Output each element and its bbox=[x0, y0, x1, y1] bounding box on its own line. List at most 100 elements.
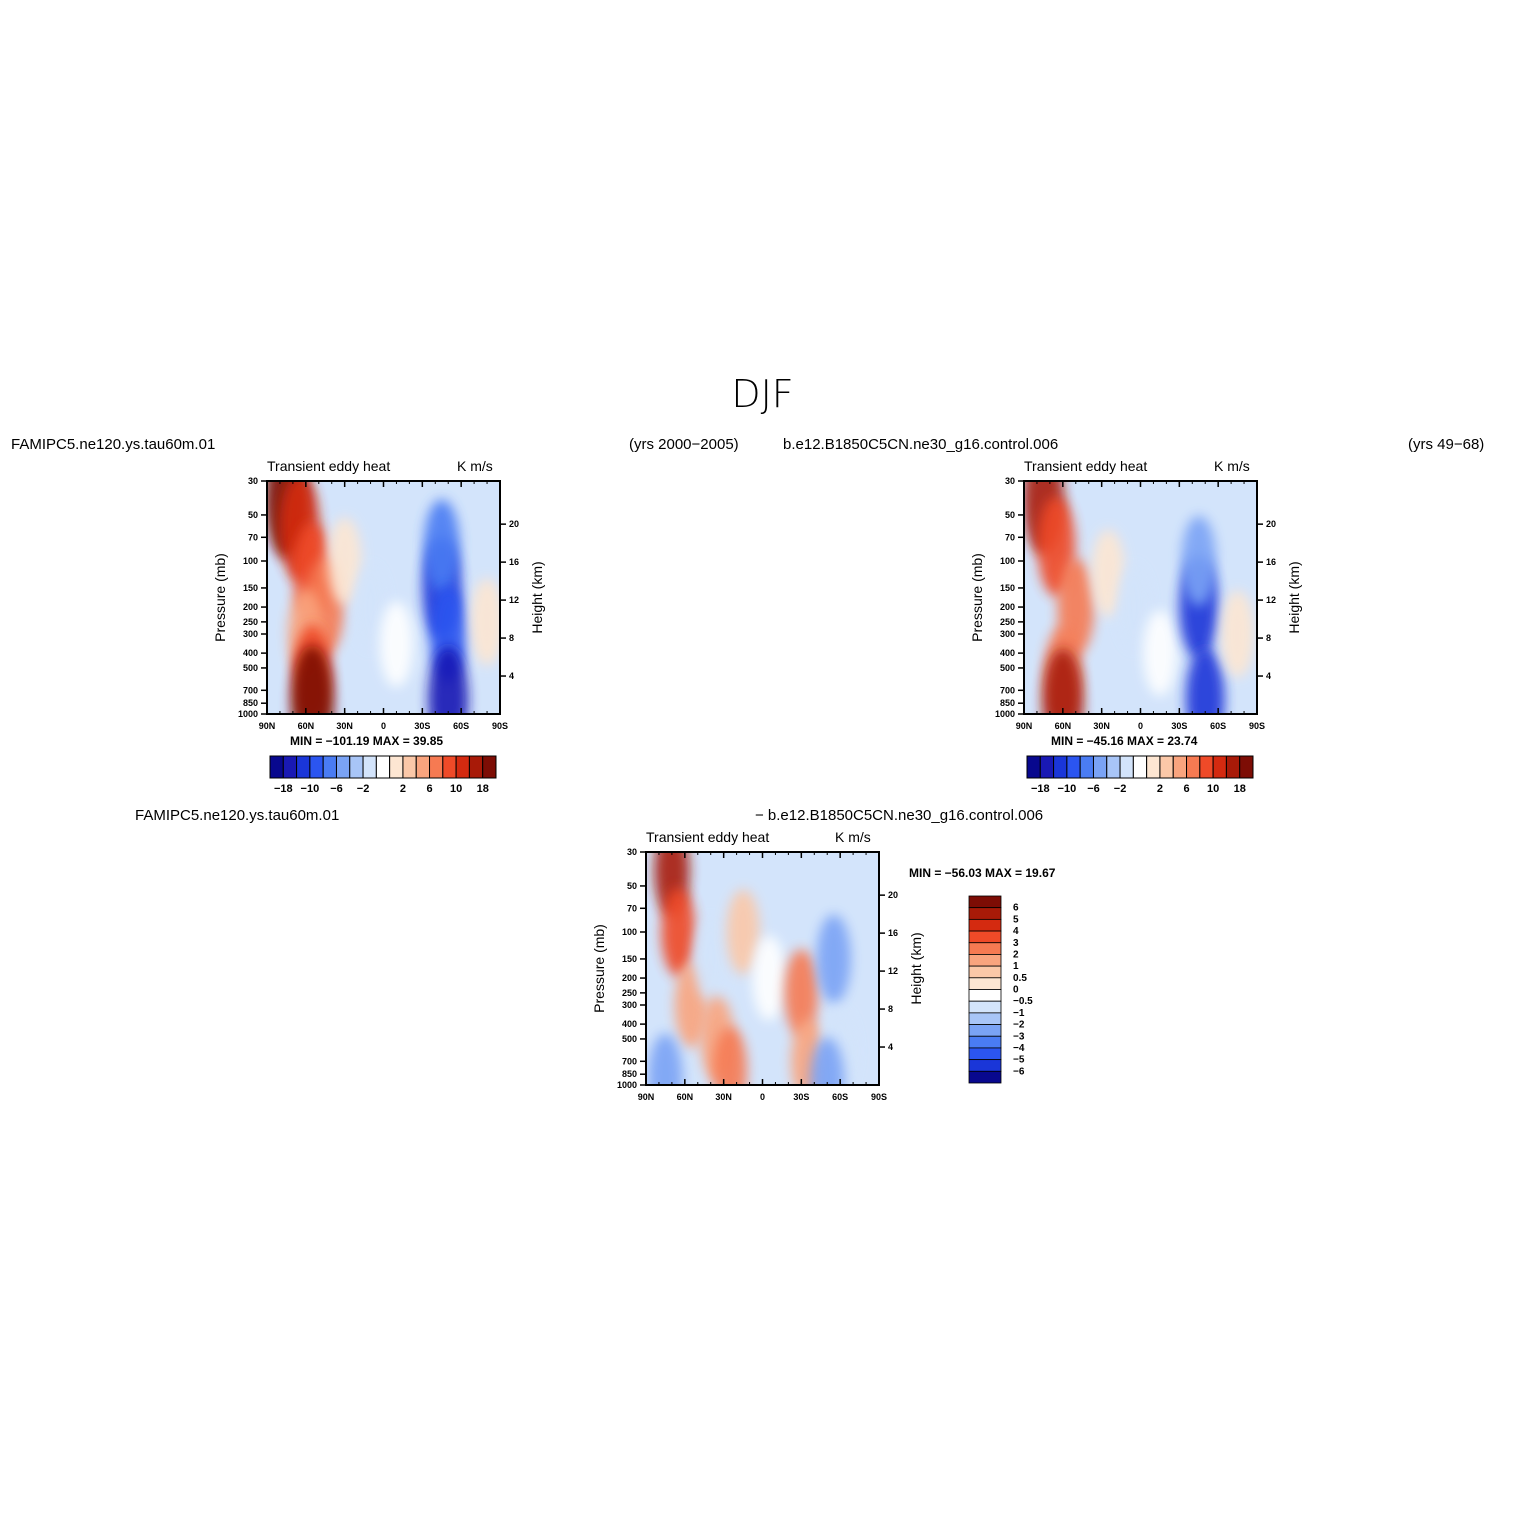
colorbar-label: 6 bbox=[1013, 903, 1019, 914]
y-tick-label: 200 bbox=[1000, 602, 1015, 612]
y-tick-label: 70 bbox=[248, 532, 258, 542]
colorbar-label: 2 bbox=[1013, 949, 1019, 960]
bottom-case-b: − b.e12.B1850C5CN.ne30_g16.control.006 bbox=[755, 807, 1044, 824]
x-tick-label: 30S bbox=[1171, 721, 1187, 731]
y-axis-label: Pressure (mb) bbox=[212, 553, 228, 642]
contour-blob bbox=[353, 564, 388, 650]
contour-blob bbox=[470, 578, 500, 666]
contour-blob bbox=[1143, 610, 1177, 696]
colorbar-swatch bbox=[968, 1024, 1002, 1037]
colorbar-swatch bbox=[1212, 755, 1227, 779]
colorbar-swatch bbox=[375, 755, 391, 779]
colorbar-label: 3 bbox=[1013, 938, 1019, 949]
y-tick-label: 500 bbox=[622, 1034, 637, 1044]
contour-blob bbox=[784, 949, 819, 1037]
colorbar-swatch bbox=[968, 1000, 1002, 1014]
contour-blob bbox=[752, 935, 786, 1021]
colorbar-swatch bbox=[1199, 755, 1214, 779]
right-tick-label: 20 bbox=[888, 890, 898, 900]
colorbar-swatch bbox=[968, 1047, 1002, 1061]
right-tick-label: 16 bbox=[888, 928, 898, 938]
top-right-case-name: b.e12.B1850C5CN.ne30_g16.control.006 bbox=[783, 436, 1059, 453]
colorbar-swatch bbox=[1119, 755, 1134, 779]
x-tick-label: 90N bbox=[259, 721, 276, 731]
colorbar-label: 10 bbox=[450, 783, 462, 795]
y-tick-label: 150 bbox=[243, 583, 258, 593]
colorbar-swatch bbox=[968, 989, 1002, 1002]
contour-blob bbox=[1185, 647, 1225, 714]
right-tick-label: 16 bbox=[1266, 557, 1276, 567]
right-axis-label: Height (km) bbox=[1286, 561, 1302, 633]
colorbar-swatch bbox=[968, 1070, 1002, 1084]
right-tick-label: 8 bbox=[888, 1004, 893, 1014]
y-tick-label: 30 bbox=[627, 847, 637, 857]
right-tick-label: 4 bbox=[888, 1042, 893, 1052]
colorbar-swatch bbox=[968, 907, 1002, 920]
colorbar-swatch bbox=[322, 755, 337, 779]
colorbar-swatch bbox=[1026, 755, 1041, 779]
right-tick-label: 4 bbox=[509, 671, 514, 681]
bottom-case-a: FAMIPC5.ne120.ys.tau60m.01 bbox=[135, 807, 340, 824]
top-left-plot: 90N 60N 30N 0 30S 60S 90S 30 50 70 100 150 200 250 300… bbox=[212, 476, 545, 795]
colorbar-label: −6 bbox=[330, 783, 343, 795]
colorbar-swatch bbox=[968, 954, 1002, 967]
contour-blob bbox=[1117, 564, 1151, 650]
contour-field bbox=[648, 852, 857, 1085]
right-tick-label: 12 bbox=[888, 966, 898, 976]
y-tick-label: 50 bbox=[248, 510, 258, 520]
colorbar-label: −5 bbox=[1013, 1055, 1025, 1066]
x-tick-label: 30S bbox=[414, 721, 430, 731]
colorbar-swatch bbox=[1092, 755, 1108, 779]
colorbar-label: 0 bbox=[1013, 985, 1019, 996]
colorbar-swatch bbox=[1159, 755, 1174, 779]
colorbar-label: 6 bbox=[426, 783, 432, 795]
colorbar-label: −10 bbox=[1058, 783, 1077, 795]
colorbar-swatch bbox=[1186, 755, 1201, 779]
bottom-stats: MIN = −56.03 MAX = 19.67 bbox=[909, 866, 1056, 880]
x-tick-label: 0 bbox=[1138, 721, 1143, 731]
top-left-case-name: FAMIPC5.ne120.ys.tau60m.01 bbox=[11, 436, 216, 453]
y-tick-label: 500 bbox=[243, 663, 258, 673]
y-tick-label: 700 bbox=[1000, 685, 1015, 695]
right-tick-label: 16 bbox=[509, 557, 519, 567]
contour-blob bbox=[291, 645, 334, 714]
colorbar-swatch bbox=[362, 755, 377, 779]
x-tick-label: 90N bbox=[638, 1092, 655, 1102]
colorbar-label: −18 bbox=[1031, 783, 1050, 795]
colorbar-swatch bbox=[296, 755, 311, 779]
colorbar-label: 4 bbox=[1013, 926, 1019, 937]
y-tick-label: 70 bbox=[627, 903, 637, 913]
colorbar-swatch bbox=[335, 755, 351, 779]
contour-blob bbox=[1220, 590, 1255, 678]
y-tick-label: 400 bbox=[622, 1019, 637, 1029]
colorbar-label: 2 bbox=[400, 783, 406, 795]
y-tick-label: 70 bbox=[1005, 532, 1015, 542]
contour-blob bbox=[713, 1026, 747, 1085]
colorbar-swatch bbox=[968, 930, 1002, 944]
colorbar-swatch bbox=[1039, 755, 1055, 779]
colorbar-swatch bbox=[1053, 755, 1068, 779]
contour-blob bbox=[694, 916, 728, 1002]
x-tick-label: 90S bbox=[1249, 721, 1265, 731]
y-tick-label: 250 bbox=[1000, 617, 1015, 627]
x-tick-label: 90S bbox=[871, 1092, 887, 1102]
x-tick-label: 0 bbox=[381, 721, 386, 731]
right-tick-label: 8 bbox=[1266, 633, 1271, 643]
top-left-units: K m/s bbox=[457, 458, 493, 474]
colorbar-swatch bbox=[1079, 755, 1094, 779]
colorbar-label: −3 bbox=[1013, 1031, 1025, 1042]
y-tick-label: 50 bbox=[1005, 510, 1015, 520]
colorbar-swatch bbox=[968, 942, 1002, 955]
y-tick-label: 300 bbox=[1000, 629, 1015, 639]
right-tick-label: 8 bbox=[509, 633, 514, 643]
contour-blob bbox=[379, 601, 414, 687]
colorbar-swatch bbox=[309, 755, 324, 779]
colorbar-swatch bbox=[482, 755, 497, 779]
colorbar-label: −0.5 bbox=[1013, 996, 1033, 1007]
colorbar-swatch bbox=[968, 1035, 1002, 1049]
right-axis-label: Height (km) bbox=[529, 561, 545, 633]
x-tick-label: 60S bbox=[1210, 721, 1226, 731]
colorbar-swatch bbox=[968, 977, 1002, 990]
right-tick-label: 12 bbox=[1266, 595, 1276, 605]
contour-blob bbox=[810, 1037, 845, 1085]
